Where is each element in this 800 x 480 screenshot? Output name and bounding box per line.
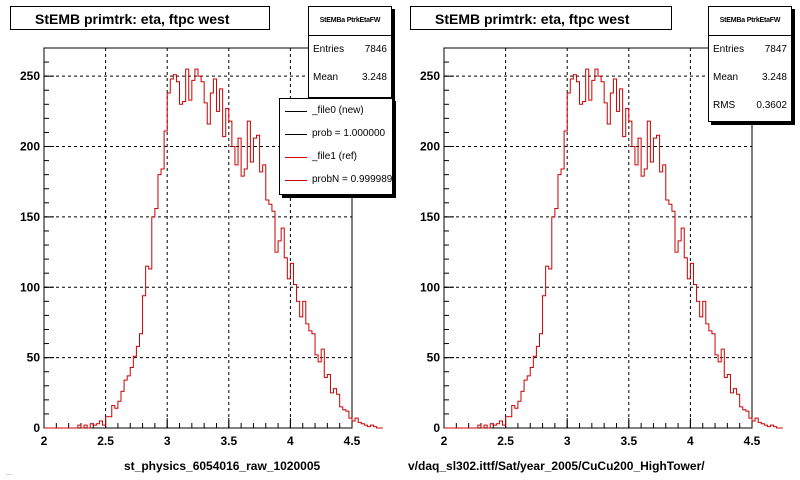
x-tick-label: 3.5: [620, 434, 637, 448]
x-tick-label: 4.5: [344, 434, 361, 448]
legend-entry-probn: probN = 0.999989: [280, 170, 393, 192]
x-tick-label: 4: [687, 434, 694, 448]
left-stats-title: StEMBa PtrkEtaFW: [309, 7, 391, 36]
y-tick-label: 250: [420, 69, 440, 83]
stats-key: Mean: [713, 72, 739, 83]
left-legend-box[interactable]: _file0 (new) prob = 1.000000 _file1 (ref…: [279, 98, 393, 195]
stats-key: Mean: [313, 72, 339, 83]
histogram-series-line: [44, 68, 383, 429]
stats-value: 3.248: [761, 72, 787, 83]
plot-frame: [443, 47, 753, 429]
stats-key: Entries: [713, 44, 745, 55]
legend-swatch: [285, 134, 307, 135]
legend-label: _file0 (new): [312, 105, 364, 116]
legend-label: _file1 (ref): [312, 151, 358, 162]
legend-entry-ref: _file1 (ref): [280, 147, 392, 169]
left-stats-row-mean: Mean 3.248: [309, 64, 391, 92]
x-tick-label: 4: [287, 434, 294, 448]
x-tick-label: 3: [564, 434, 571, 448]
left-plot-title: StEMB primtrk: eta, ftpc west: [10, 6, 270, 30]
stats-value: 7847: [764, 44, 787, 55]
right-stats-title: StEMBa PtrkEtaFW: [709, 7, 791, 36]
histogram-series-line: [444, 68, 783, 429]
left-stats-row-entries: Entries 7846: [309, 36, 391, 64]
right-stats-row-rms: RMS 0.3602: [709, 92, 791, 120]
x-tick-label: 2: [441, 434, 448, 448]
y-tick-label: 50: [427, 351, 441, 365]
right-pad[interactable]: 2 2.5 3 3.5 4 4.5 0 50 100 150 200 250 StEMB primtr…: [400, 0, 800, 480]
stats-key: RMS: [713, 100, 736, 111]
left-x-caption: st_physics_6054016_raw_1020005: [124, 459, 321, 473]
legend-entry-prob: prob = 1.000000: [280, 124, 392, 146]
legend-label: prob = 1.000000: [312, 128, 386, 139]
right-stats-box[interactable]: StEMBa PtrkEtaFW Entries 7847 Mean 3.248…: [708, 6, 792, 122]
right-x-caption: v/daq_sl302.ittf/Sat/year_2005/CuCu200_H…: [408, 459, 705, 473]
right-stats-row-mean: Mean 3.248: [709, 64, 791, 92]
stats-value: 7846: [364, 44, 387, 55]
y-tick-label: 250: [20, 69, 40, 83]
y-tick-label: 100: [420, 280, 440, 294]
y-tick-label: 50: [27, 351, 41, 365]
legend-swatch: [285, 180, 307, 181]
legend-swatch: [285, 157, 307, 158]
footer-text: ...: [6, 470, 12, 477]
y-tick-label: 0: [33, 421, 40, 435]
x-tick-label: 2.5: [497, 434, 514, 448]
y-tick-label: 200: [20, 140, 40, 154]
x-tick-label: 2: [41, 434, 48, 448]
y-tick-label: 200: [420, 140, 440, 154]
left-stats-box[interactable]: StEMBa PtrkEtaFW Entries 7846 Mean 3.248: [308, 6, 392, 98]
y-tick-label: 100: [20, 280, 40, 294]
legend-entry-new: _file0 (new): [280, 101, 392, 123]
x-tick-label: 3.5: [220, 434, 237, 448]
right-plot-title: StEMB primtrk: eta, ftpc west: [410, 6, 672, 30]
legend-label: probN = 0.999989: [312, 174, 393, 185]
legend-swatch: [285, 111, 307, 112]
right-histogram-plot[interactable]: 2 2.5 3 3.5 4 4.5 0 50 100 150 200 250: [400, 0, 800, 480]
y-tick-label: 150: [20, 210, 40, 224]
stats-value: 0.3602: [756, 100, 787, 111]
y-tick-label: 150: [420, 210, 440, 224]
x-tick-label: 4.5: [744, 434, 761, 448]
x-tick-label: 2.5: [97, 434, 114, 448]
left-pad[interactable]: 2 2.5 3 3.5 4 4.5 0 50 100 150 200 250 StEMB primtr…: [0, 0, 398, 480]
x-tick-label: 3: [164, 434, 171, 448]
y-tick-label: 0: [433, 421, 440, 435]
stats-key: Entries: [313, 44, 345, 55]
right-stats-row-entries: Entries 7847: [709, 36, 791, 64]
stats-value: 3.248: [361, 72, 387, 83]
